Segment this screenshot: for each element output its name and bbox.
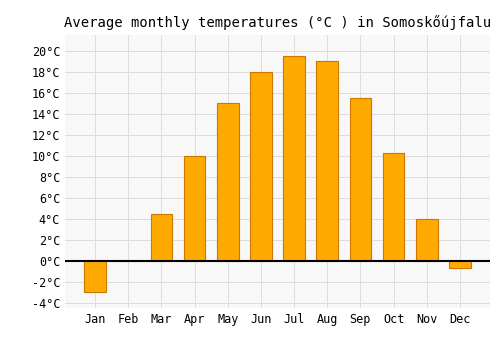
Bar [449,261,470,268]
Bar [250,72,272,261]
Bar [416,219,438,261]
Bar [184,156,206,261]
Bar [150,214,172,261]
Title: Average monthly temperatures (°C ) in Somoskőújfalu: Average monthly temperatures (°C ) in So… [64,15,491,30]
Bar [316,61,338,261]
Bar [284,56,305,261]
Bar [383,153,404,261]
Bar [84,261,106,292]
Bar [217,103,238,261]
Bar [350,98,371,261]
